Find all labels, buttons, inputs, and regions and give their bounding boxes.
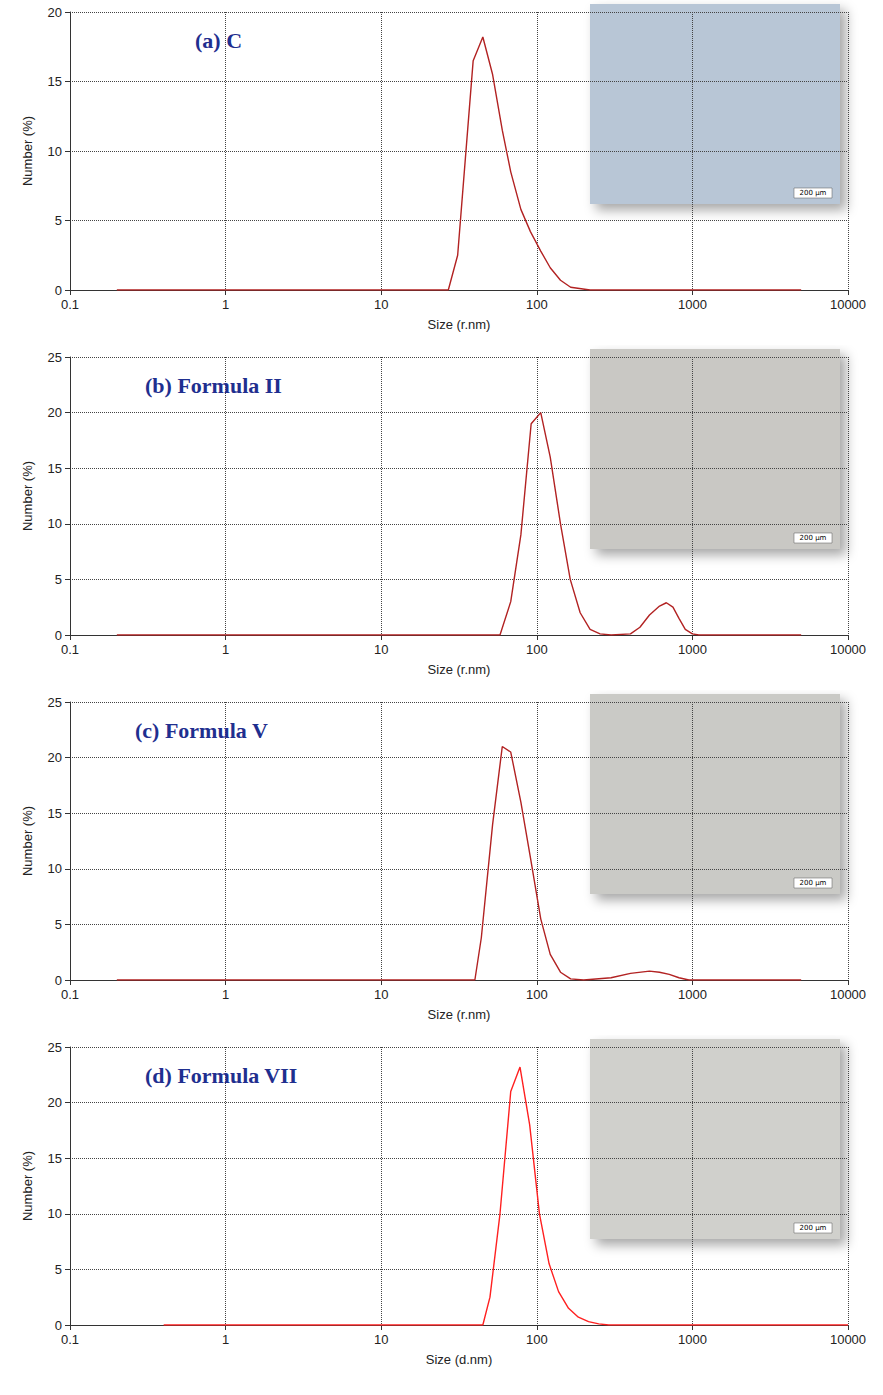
svg-text:10: 10 — [374, 642, 388, 657]
svg-text:Size (r.nm): Size (r.nm) — [428, 1007, 491, 1022]
svg-text:25: 25 — [48, 350, 62, 365]
svg-text:10: 10 — [48, 144, 62, 159]
svg-text:200 µm: 200 µm — [800, 534, 827, 542]
svg-text:100: 100 — [526, 642, 548, 657]
svg-text:5: 5 — [55, 213, 62, 228]
svg-text:0: 0 — [55, 1318, 62, 1333]
svg-text:10000: 10000 — [830, 297, 866, 312]
svg-text:10: 10 — [374, 1332, 388, 1347]
svg-text:0: 0 — [55, 283, 62, 298]
svg-text:15: 15 — [48, 1151, 62, 1166]
svg-text:5: 5 — [55, 572, 62, 587]
svg-text:Size (d.nm): Size (d.nm) — [426, 1352, 492, 1367]
svg-text:1: 1 — [222, 987, 229, 1002]
svg-text:(b) Formula II: (b) Formula II — [145, 373, 282, 398]
svg-text:20: 20 — [48, 405, 62, 420]
svg-text:200 µm: 200 µm — [800, 879, 827, 887]
svg-text:0: 0 — [55, 973, 62, 988]
svg-text:Number (%): Number (%) — [20, 806, 35, 876]
svg-text:25: 25 — [48, 695, 62, 710]
svg-text:5: 5 — [55, 917, 62, 932]
svg-text:10: 10 — [48, 1206, 62, 1221]
svg-text:10000: 10000 — [830, 987, 866, 1002]
svg-text:1: 1 — [222, 297, 229, 312]
svg-text:10000: 10000 — [830, 642, 866, 657]
svg-text:200 µm: 200 µm — [800, 1224, 827, 1232]
svg-text:(d) Formula VII: (d) Formula VII — [145, 1063, 297, 1088]
svg-text:100: 100 — [526, 297, 548, 312]
svg-text:20: 20 — [48, 5, 62, 20]
svg-text:0.1: 0.1 — [61, 297, 79, 312]
svg-text:10: 10 — [374, 297, 388, 312]
svg-text:20: 20 — [48, 750, 62, 765]
svg-text:1000: 1000 — [678, 1332, 707, 1347]
svg-text:1000: 1000 — [678, 297, 707, 312]
svg-text:1: 1 — [222, 642, 229, 657]
svg-text:200 µm: 200 µm — [800, 189, 827, 197]
svg-text:Number (%): Number (%) — [20, 1151, 35, 1221]
svg-text:15: 15 — [48, 74, 62, 89]
svg-text:100: 100 — [526, 1332, 548, 1347]
svg-text:10: 10 — [48, 516, 62, 531]
svg-text:0.1: 0.1 — [61, 1332, 79, 1347]
svg-text:Number (%): Number (%) — [20, 461, 35, 531]
svg-text:0: 0 — [55, 628, 62, 643]
svg-text:(a) C: (a) C — [195, 28, 242, 53]
svg-text:Size (r.nm): Size (r.nm) — [428, 317, 491, 332]
svg-text:1: 1 — [222, 1332, 229, 1347]
svg-text:1000: 1000 — [678, 642, 707, 657]
svg-text:10: 10 — [374, 987, 388, 1002]
svg-text:15: 15 — [48, 461, 62, 476]
svg-text:Number (%): Number (%) — [20, 116, 35, 186]
svg-text:Size (r.nm): Size (r.nm) — [428, 662, 491, 677]
svg-text:(c) Formula V: (c) Formula V — [135, 718, 268, 743]
svg-text:0.1: 0.1 — [61, 987, 79, 1002]
svg-text:15: 15 — [48, 806, 62, 821]
svg-text:0.1: 0.1 — [61, 642, 79, 657]
svg-text:5: 5 — [55, 1262, 62, 1277]
svg-text:100: 100 — [526, 987, 548, 1002]
svg-text:25: 25 — [48, 1040, 62, 1055]
svg-text:10: 10 — [48, 861, 62, 876]
svg-text:1000: 1000 — [678, 987, 707, 1002]
svg-text:20: 20 — [48, 1095, 62, 1110]
svg-text:10000: 10000 — [830, 1332, 866, 1347]
